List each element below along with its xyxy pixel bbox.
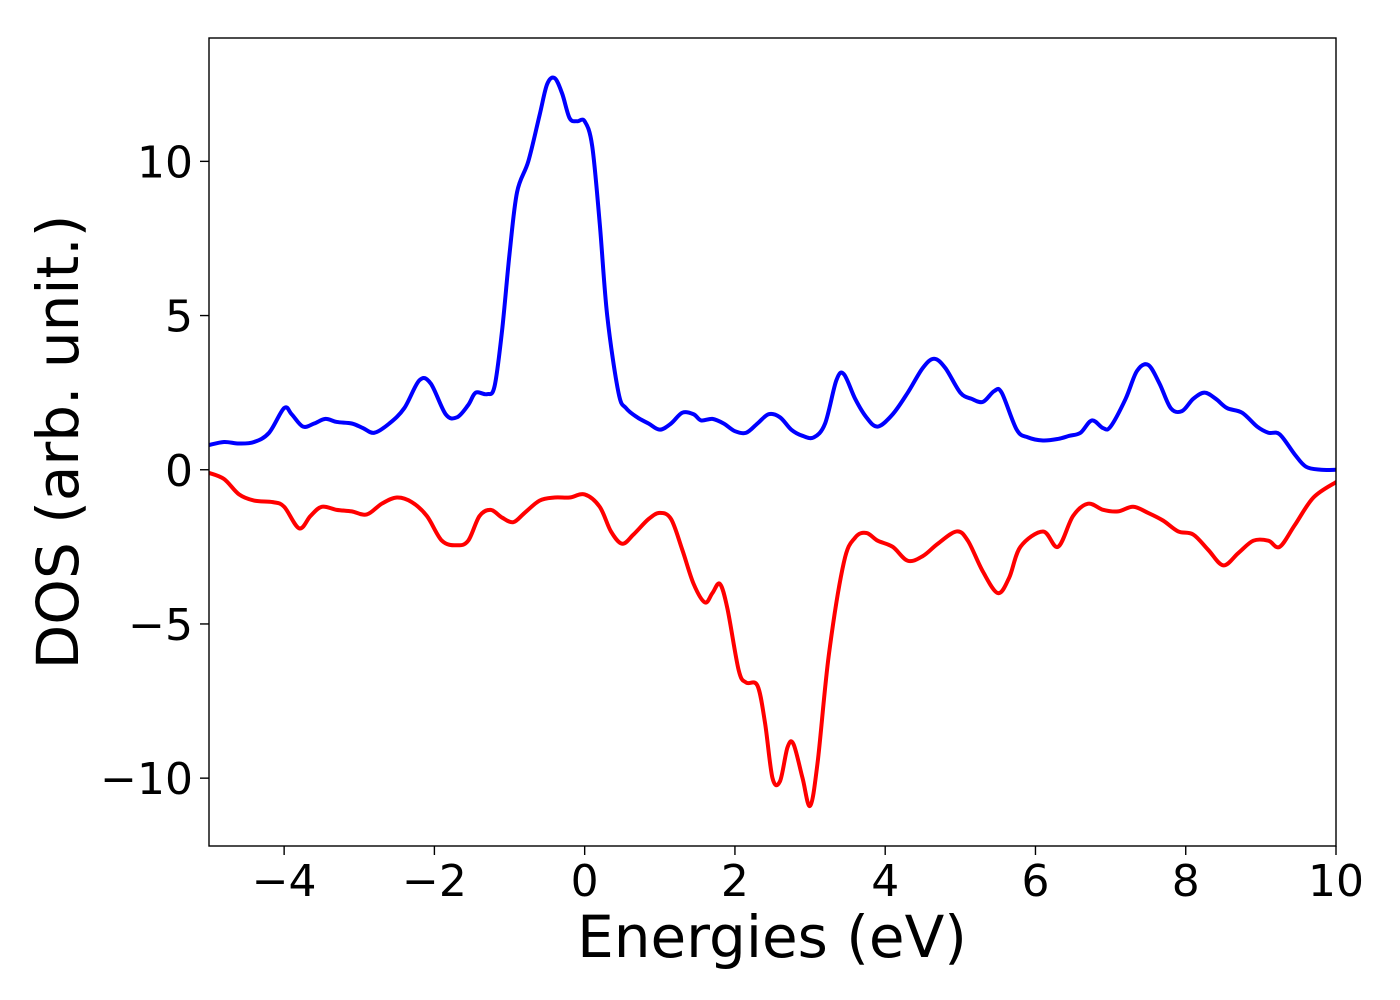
- y-axis: −10 −5 0 5 10: [100, 137, 209, 805]
- x-tick-label: 0: [571, 856, 599, 907]
- series-line-down: [209, 470, 1336, 808]
- x-tick-label: 8: [1172, 856, 1200, 907]
- y-tick-label: 0: [165, 446, 193, 497]
- x-tick-label: −4: [252, 856, 317, 907]
- plot-frame: [208, 37, 1337, 847]
- x-tick-label: 2: [721, 856, 749, 907]
- y-tick-label: −5: [128, 600, 193, 651]
- plot-area: [209, 75, 1336, 808]
- y-tick-label: −10: [100, 754, 193, 805]
- x-axis: −4 −2 0 2 4 6 8 10: [252, 846, 1364, 907]
- y-tick-label: 10: [137, 137, 193, 188]
- x-tick-label: 4: [871, 856, 899, 907]
- x-tick-label: 10: [1308, 856, 1364, 907]
- x-tick-label: 6: [1021, 856, 1049, 907]
- x-tick-label: −2: [402, 856, 467, 907]
- y-axis-title: DOS (arb. unit.): [24, 215, 92, 670]
- series-line-up: [209, 75, 1336, 472]
- y-tick-label: 5: [165, 292, 193, 343]
- x-axis-title: Energies (eV): [577, 903, 967, 971]
